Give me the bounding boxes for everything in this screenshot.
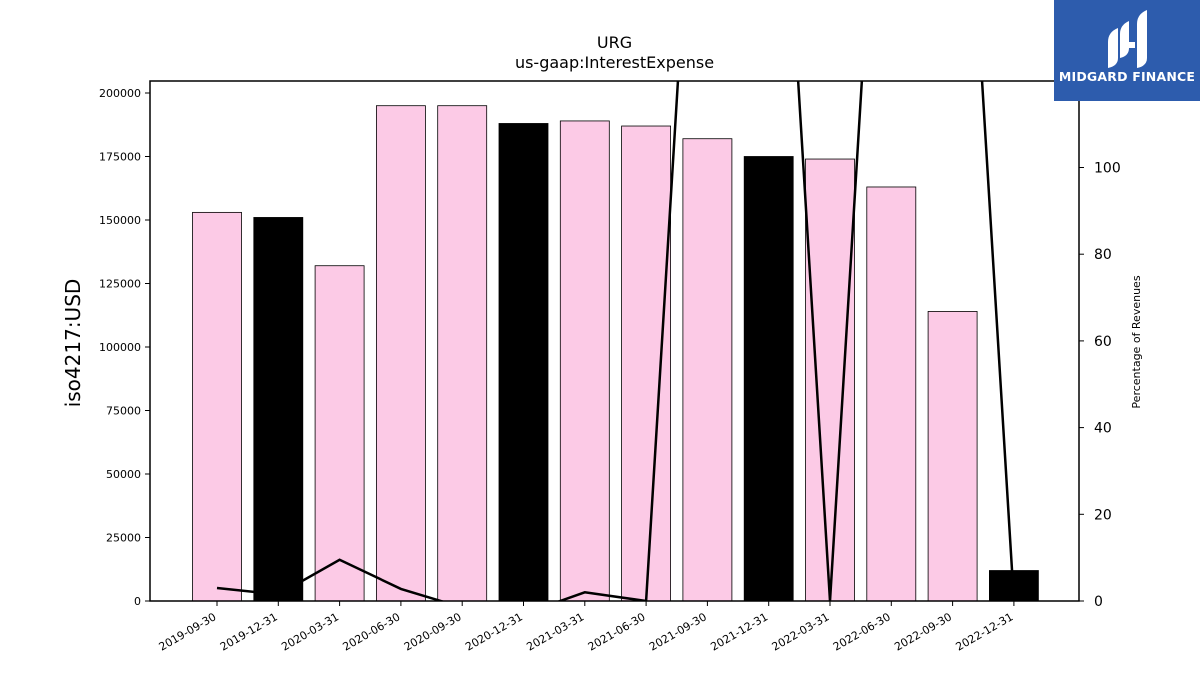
- logo-text: MIDGARD FINANCE: [1058, 69, 1196, 84]
- y2-tick-label: 80: [1094, 247, 1112, 263]
- x-tick-label: 2021-06-30: [586, 610, 648, 653]
- x-tick-label: 2022-06-30: [831, 610, 893, 653]
- bar: [437, 105, 488, 602]
- y-tick-label: 25000: [106, 532, 141, 545]
- y2-tick-label: 40: [1094, 421, 1112, 437]
- y2-tick-label: 0: [1094, 594, 1103, 610]
- y-axis-label: iso4217:USD: [61, 279, 85, 408]
- y-tick-label: 75000: [106, 405, 141, 418]
- bar: [743, 156, 794, 602]
- y2-tick-label: 20: [1094, 507, 1112, 523]
- midgard-finance-logo: MIDGARD FINANCE: [1054, 0, 1200, 101]
- x-tick-label: 2019-09-30: [157, 610, 219, 653]
- plot-frame: [149, 80, 1080, 602]
- bar: [559, 120, 610, 602]
- bar: [192, 211, 242, 602]
- y2-tick-label: 60: [1094, 334, 1112, 350]
- percentage-of-revenues-line: [216, 81, 1016, 601]
- bar: [927, 311, 978, 602]
- x-tick-label: 2020-12-31: [463, 610, 525, 653]
- bar: [314, 265, 365, 602]
- bar: [682, 138, 733, 602]
- bar: [805, 158, 855, 602]
- y-tick-label: 175000: [99, 151, 141, 164]
- logo-mark-icon: [1108, 10, 1147, 68]
- y2-axis-label: Percentage of Revenues: [1130, 275, 1143, 408]
- x-tick-label: 2022-09-30: [892, 610, 954, 653]
- bar: [498, 123, 549, 602]
- x-tick-label: 2021-09-30: [647, 610, 709, 653]
- x-tick-label: 2020-09-30: [402, 610, 464, 653]
- x-tick-label: 2022-12-31: [954, 610, 1016, 653]
- x-tick-label: 2021-03-31: [524, 610, 586, 653]
- chart-subtitle: us-gaap:InterestExpense: [515, 53, 714, 72]
- y-tick-label: 50000: [106, 468, 141, 481]
- x-tick-label: 2019-12-31: [218, 610, 280, 653]
- y2-tick-label: 100: [1094, 161, 1121, 177]
- x-tick-label: 2022-03-31: [770, 610, 832, 653]
- bar: [621, 125, 671, 602]
- x-tick-label: 2021-12-31: [708, 610, 770, 653]
- bar: [253, 217, 304, 602]
- chart-title: URG: [597, 33, 632, 52]
- y-tick-label: 100000: [99, 341, 141, 354]
- y-tick-label: 125000: [99, 278, 141, 291]
- y-tick-label: 200000: [99, 87, 141, 100]
- x-tick-label: 2020-03-31: [279, 610, 341, 653]
- y-tick-label: 150000: [99, 214, 141, 227]
- bar: [866, 186, 917, 602]
- bar: [375, 105, 426, 602]
- y-tick-label: 0: [134, 595, 141, 608]
- x-tick-label: 2020-06-30: [341, 610, 403, 653]
